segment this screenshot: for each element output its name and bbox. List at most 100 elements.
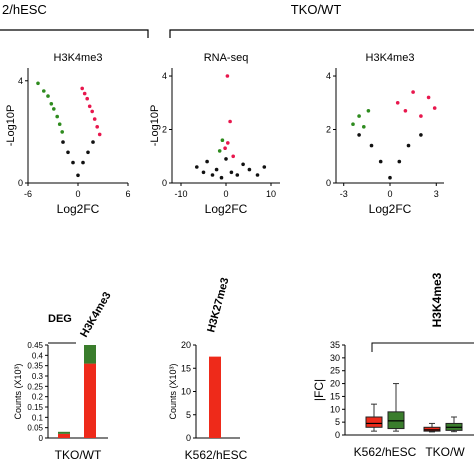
x-tick-label: 0 [75, 189, 80, 199]
y-axis-label: |FC| [312, 379, 326, 401]
bar-red [209, 356, 221, 438]
x-group-label: TKO/W [425, 445, 465, 459]
data-point-up [90, 109, 94, 114]
data-point-up [403, 109, 408, 113]
data-point-ns [61, 140, 65, 144]
data-point-up [82, 91, 87, 96]
data-point-down [36, 81, 40, 86]
data-point-ns [229, 170, 234, 175]
y-tick-label: 0.2 [32, 393, 44, 402]
data-point-ns [357, 133, 361, 137]
y-axis-label: -Log10P [149, 105, 161, 147]
data-point-ns [66, 150, 70, 155]
data-point-ns [214, 167, 219, 172]
column-header-h3k27me3: H3K27me3 [205, 276, 231, 333]
y-tick-label: 0.45 [27, 341, 43, 350]
y-tick-label: 0.4 [32, 351, 44, 360]
data-point-ns [210, 173, 215, 177]
column-header-deg: DEG [48, 313, 72, 325]
data-point-ns [262, 165, 267, 169]
data-point-up [411, 90, 415, 94]
y-tick-label: 20 [181, 340, 191, 350]
data-point-up [231, 154, 235, 159]
y-tick-label: 0.15 [27, 403, 43, 412]
x-tick-label: -3 [340, 189, 348, 199]
data-point-down [55, 114, 59, 119]
data-point-ns [91, 140, 95, 144]
y-tick-label: 0 [186, 433, 191, 443]
y-tick-label: 4 [162, 71, 167, 81]
data-point-ns [247, 167, 252, 172]
data-point-up [426, 95, 431, 100]
bracket [371, 342, 474, 352]
group-bracket-left [0, 29, 149, 38]
x-axis-label: TKO/WT [55, 448, 102, 462]
y-tick-label: 4 [326, 71, 331, 81]
y-tick-label: 0.3 [32, 372, 44, 381]
data-point-ns [205, 159, 209, 164]
data-point-up [80, 86, 84, 91]
bar-green [84, 345, 96, 364]
data-point-up [432, 106, 437, 110]
data-point-down [60, 130, 64, 134]
data-point-up [97, 132, 102, 137]
x-axis-label: Log2FC [369, 202, 412, 216]
x-tick-label: -10 [174, 189, 187, 199]
data-point-ns [76, 173, 80, 178]
data-point-ns [235, 173, 240, 177]
data-point-down [57, 122, 62, 126]
x-group-label: K562/hESC [354, 445, 417, 459]
data-point-up [87, 104, 92, 109]
data-point-down [362, 125, 366, 129]
y-tick-label: 10 [330, 404, 340, 414]
y-axis-label: Counts (X10³) [13, 363, 23, 419]
group-bracket-right [169, 29, 474, 38]
y-tick-label: 0.1 [32, 413, 44, 422]
data-point-down [49, 102, 54, 106]
data-point-down [52, 107, 56, 111]
data-point-ns [369, 143, 374, 148]
y-tick-label: 0 [39, 434, 44, 443]
y-tick-label: 5 [335, 417, 340, 427]
x-axis-label: Log2FC [57, 202, 100, 216]
data-point-ns [406, 143, 411, 148]
y-tick-label: 5 [186, 410, 191, 420]
data-point-up [225, 74, 230, 78]
x-tick-label: 10 [266, 189, 276, 199]
y-tick-label: 10 [181, 387, 191, 397]
data-point-ns [86, 150, 90, 155]
y-axis-label: -Log10P [5, 105, 17, 147]
data-point-ns [388, 175, 392, 180]
y-tick-label: 4 [18, 76, 23, 86]
y-tick-label: 0 [18, 178, 23, 188]
y-tick-label: 0.05 [27, 424, 43, 433]
y-tick-label: 2 [326, 125, 331, 135]
data-point-up [85, 96, 89, 101]
box-red [365, 416, 383, 428]
data-point-ns [224, 157, 228, 161]
x-tick-label: 0 [387, 189, 392, 199]
y-tick-label: 2 [162, 125, 167, 135]
bracket-label: H3K4me3 [430, 272, 444, 327]
bar-red [84, 363, 96, 438]
data-point-ns [255, 173, 260, 177]
data-point-down [357, 114, 361, 118]
data-point-ns [195, 165, 199, 169]
y-tick-label: 0 [162, 178, 167, 188]
data-point-down [217, 149, 222, 153]
plot-title: H3K4me3 [366, 52, 415, 64]
data-point-ns [241, 162, 245, 167]
data-point-up [92, 117, 97, 121]
data-point-up [223, 146, 227, 150]
group-header-left: 2/hESC [2, 2, 47, 17]
data-point-up [228, 119, 232, 124]
y-tick-label: 30 [330, 353, 340, 363]
y-tick-label: 15 [330, 391, 340, 401]
y-tick-label: 25 [330, 366, 340, 376]
x-tick-label: 3 [434, 189, 439, 199]
data-point-ns [71, 160, 75, 165]
y-tick-label: 0.25 [27, 382, 43, 391]
group-header-right: TKO/WT [291, 2, 342, 17]
box-green [387, 411, 405, 430]
